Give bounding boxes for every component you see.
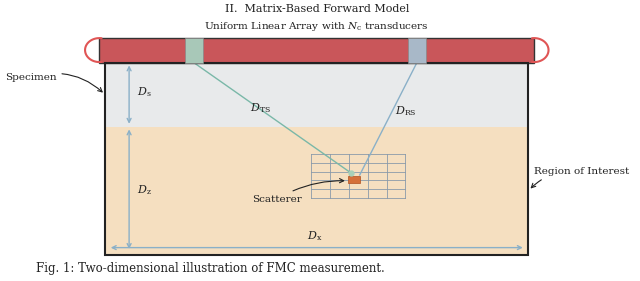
Bar bbox=[184, 38, 203, 63]
Text: Region of Interest: Region of Interest bbox=[531, 167, 630, 188]
Text: $D_\mathrm{x}$: $D_\mathrm{x}$ bbox=[307, 229, 323, 243]
Bar bbox=[105, 126, 529, 255]
Text: $D_\mathrm{TS}$: $D_\mathrm{TS}$ bbox=[250, 101, 271, 115]
Text: Specimen: Specimen bbox=[5, 73, 102, 92]
Bar bbox=[105, 63, 529, 126]
Bar bbox=[99, 38, 534, 63]
Text: $i_\mathrm{T}$: $i_\mathrm{T}$ bbox=[200, 49, 211, 63]
Text: II.  Matrix-Based Forward Model: II. Matrix-Based Forward Model bbox=[225, 4, 409, 14]
Text: $D_\mathrm{s}$: $D_\mathrm{s}$ bbox=[136, 85, 151, 99]
Bar bbox=[348, 176, 360, 183]
Text: $D_\mathrm{RS}$: $D_\mathrm{RS}$ bbox=[395, 104, 417, 118]
Bar bbox=[105, 63, 529, 255]
Text: Scatterer: Scatterer bbox=[252, 179, 344, 204]
Text: $D_\mathrm{z}$: $D_\mathrm{z}$ bbox=[136, 184, 152, 198]
Text: $i_\mathrm{R}$: $i_\mathrm{R}$ bbox=[424, 49, 435, 63]
Text: Uniform Linear Array with $N_\mathrm{c}$ transducers: Uniform Linear Array with $N_\mathrm{c}$… bbox=[204, 21, 429, 33]
Text: Fig. 1: Two-dimensional illustration of FMC measurement.: Fig. 1: Two-dimensional illustration of … bbox=[36, 262, 385, 275]
Bar bbox=[408, 38, 426, 63]
